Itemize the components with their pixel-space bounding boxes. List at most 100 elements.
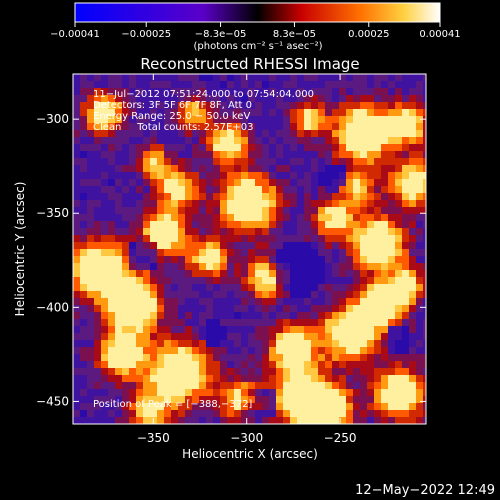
heatmap-cell xyxy=(220,186,227,193)
heatmap-cell xyxy=(87,382,94,389)
heatmap-cell xyxy=(157,179,164,186)
heatmap-cell xyxy=(143,193,150,200)
heatmap-cell xyxy=(297,137,304,144)
heatmap-cell xyxy=(73,340,80,347)
heatmap-cell xyxy=(164,263,171,270)
heatmap-cell xyxy=(129,375,136,382)
heatmap-cell xyxy=(234,340,241,347)
heatmap-cell xyxy=(185,214,192,221)
heatmap-cell xyxy=(87,277,94,284)
heatmap-cell xyxy=(227,214,234,221)
heatmap-cell xyxy=(143,305,150,312)
heatmap-cell xyxy=(332,137,339,144)
heatmap-cell xyxy=(129,347,136,354)
heatmap-cell xyxy=(164,333,171,340)
heatmap-cell xyxy=(353,144,360,151)
heatmap-cell xyxy=(143,347,150,354)
heatmap-cell xyxy=(269,298,276,305)
heatmap-cell xyxy=(409,123,416,130)
heatmap-cell xyxy=(255,291,262,298)
heatmap-cell xyxy=(409,312,416,319)
heatmap-cell xyxy=(311,410,318,417)
heatmap-cell xyxy=(73,235,80,242)
heatmap-cell xyxy=(318,305,325,312)
heatmap-cell xyxy=(402,361,409,368)
heatmap-cell xyxy=(388,298,395,305)
heatmap-cell xyxy=(248,144,255,151)
heatmap-cell xyxy=(409,333,416,340)
heatmap-cell xyxy=(325,95,332,102)
heatmap-cell xyxy=(136,375,143,382)
heatmap-cell xyxy=(297,235,304,242)
heatmap-cell xyxy=(276,319,283,326)
heatmap-cell xyxy=(234,354,241,361)
heatmap-cell xyxy=(304,270,311,277)
heatmap-cell xyxy=(234,382,241,389)
heatmap-cell xyxy=(164,249,171,256)
heatmap-cell xyxy=(171,214,178,221)
heatmap-cell xyxy=(297,361,304,368)
heatmap-cell xyxy=(171,235,178,242)
heatmap-cell xyxy=(171,95,178,102)
heatmap-cell xyxy=(241,137,248,144)
heatmap-cell xyxy=(122,200,129,207)
heatmap-cell xyxy=(402,249,409,256)
heatmap-cell xyxy=(206,291,213,298)
heatmap-cell xyxy=(80,116,87,123)
heatmap-cell xyxy=(108,144,115,151)
heatmap-cell xyxy=(311,207,318,214)
heatmap-cell xyxy=(381,214,388,221)
heatmap-cell xyxy=(262,326,269,333)
heatmap-cell xyxy=(311,179,318,186)
heatmap-cell xyxy=(318,368,325,375)
heatmap-cell xyxy=(108,249,115,256)
heatmap-cell xyxy=(73,284,80,291)
heatmap-cell xyxy=(150,319,157,326)
heatmap-cell xyxy=(94,354,101,361)
heatmap-cell xyxy=(220,144,227,151)
heatmap-cell xyxy=(367,242,374,249)
heatmap-cell xyxy=(73,158,80,165)
heatmap-cell xyxy=(234,88,241,95)
heatmap-cell xyxy=(325,158,332,165)
heatmap-cell xyxy=(150,200,157,207)
heatmap-cell xyxy=(374,347,381,354)
heatmap-cell xyxy=(73,186,80,193)
heatmap-cell xyxy=(416,179,423,186)
heatmap-cell xyxy=(304,123,311,130)
heatmap-cell xyxy=(94,347,101,354)
heatmap-cell xyxy=(87,144,94,151)
heatmap-cell xyxy=(185,354,192,361)
heatmap-cell xyxy=(367,88,374,95)
heatmap-cell xyxy=(353,263,360,270)
heatmap-cell xyxy=(388,221,395,228)
heatmap-cell xyxy=(101,361,108,368)
heatmap-cell xyxy=(143,95,150,102)
heatmap-cell xyxy=(367,95,374,102)
heatmap-cell xyxy=(325,74,332,81)
heatmap-cell xyxy=(199,298,206,305)
heatmap-cell xyxy=(269,193,276,200)
heatmap-cell xyxy=(402,123,409,130)
heatmap-cell xyxy=(381,410,388,417)
heatmap-cell xyxy=(157,207,164,214)
heatmap-cell xyxy=(367,291,374,298)
heatmap-cell xyxy=(423,382,426,389)
heatmap-cell xyxy=(297,389,304,396)
heatmap-cell xyxy=(136,277,143,284)
heatmap-cell xyxy=(206,200,213,207)
heatmap-cell xyxy=(339,417,346,424)
heatmap-cell xyxy=(150,396,157,403)
heatmap-cell xyxy=(325,81,332,88)
heatmap-cell xyxy=(164,151,171,158)
heatmap-cell xyxy=(122,249,129,256)
heatmap-cell xyxy=(115,88,122,95)
heatmap-cell xyxy=(206,361,213,368)
heatmap-cell xyxy=(241,326,248,333)
heatmap-cell xyxy=(388,172,395,179)
heatmap-cell xyxy=(101,249,108,256)
heatmap-cell xyxy=(367,256,374,263)
heatmap-cell xyxy=(325,88,332,95)
heatmap-cell xyxy=(150,305,157,312)
heatmap-cell xyxy=(87,291,94,298)
